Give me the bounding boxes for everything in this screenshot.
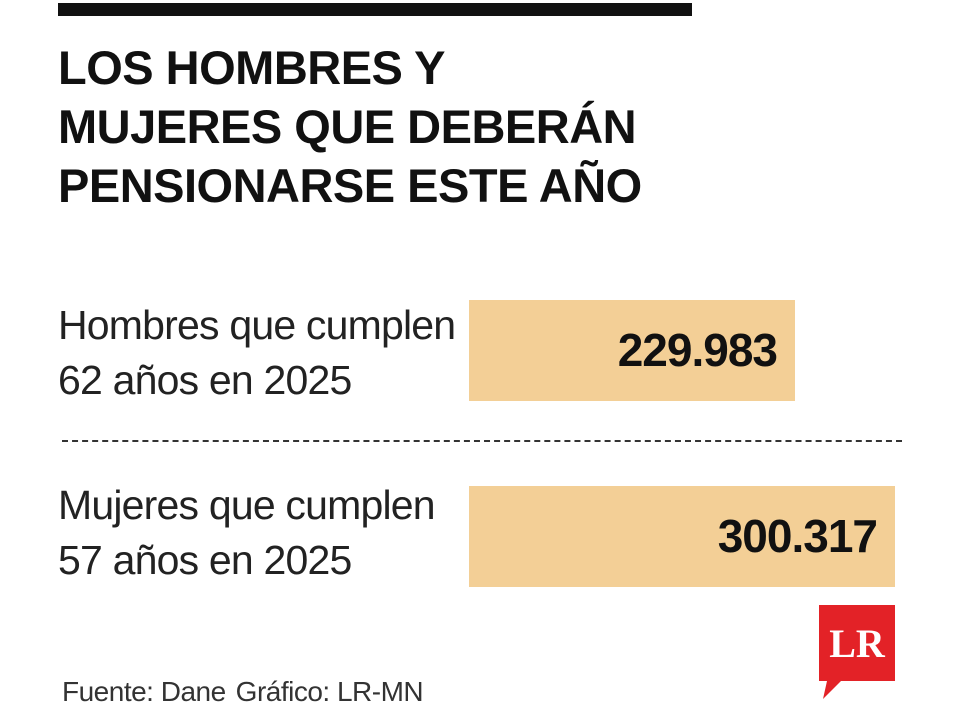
top-rule xyxy=(58,3,692,16)
category-label-line: Mujeres que cumplen xyxy=(58,482,436,528)
logo-svg: LR xyxy=(819,605,895,699)
dashed-divider xyxy=(62,440,902,442)
title-line-3: PENSIONARSE ESTE AÑO xyxy=(58,159,642,212)
chart-title: LOS HOMBRES Y MUJERES QUE DEBERÁN PENSIO… xyxy=(58,38,758,215)
category-label-line: 57 años en 2025 xyxy=(58,537,352,583)
bar-hombres: 229.983 xyxy=(469,300,795,401)
credit-text: Gráfico: LR-MN xyxy=(235,676,424,707)
source-text: Fuente: Dane xyxy=(62,676,226,707)
category-label-line: 62 años en 2025 xyxy=(58,357,352,403)
bar-value-label-hombres: 229.983 xyxy=(617,324,778,376)
bar-mujeres: 300.317 xyxy=(469,486,895,587)
speech-bubble-logo-icon: LR xyxy=(819,605,895,699)
category-label-mujeres: Mujeres que cumplen 57 años en 2025 xyxy=(58,478,458,588)
bar-value-label-mujeres: 300.317 xyxy=(717,510,878,562)
logo-bubble-shape xyxy=(819,605,895,699)
source-note: Fuente: Dane Gráfico: LR-MN xyxy=(62,672,424,712)
title-line-2: MUJERES QUE DEBERÁN xyxy=(58,100,637,153)
category-label-line: Hombres que cumplen xyxy=(58,302,456,348)
category-label-hombres: Hombres que cumplen 62 años en 2025 xyxy=(58,298,458,408)
logo-text: LR xyxy=(829,621,886,666)
title-line-1: LOS HOMBRES Y xyxy=(58,41,445,94)
